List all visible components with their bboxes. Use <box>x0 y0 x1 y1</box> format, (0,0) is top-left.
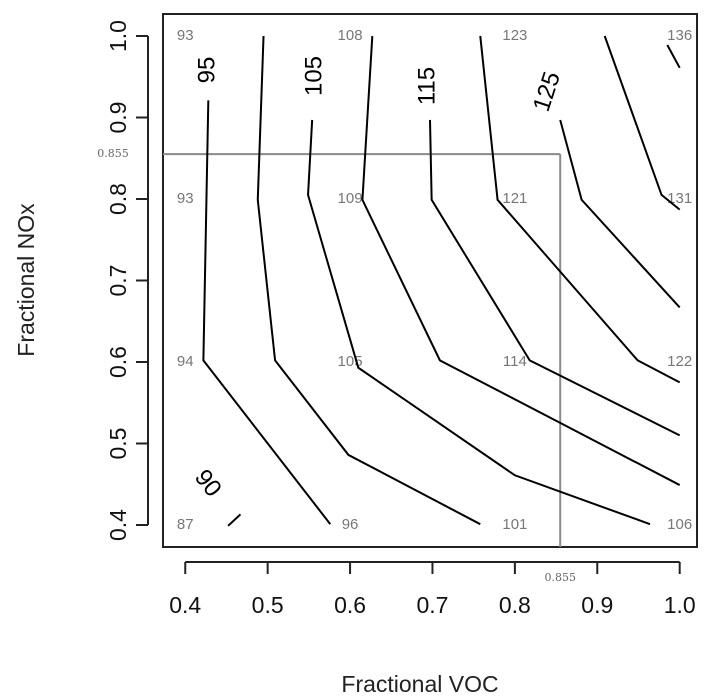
contour-line <box>361 35 681 486</box>
grid-value: 96 <box>342 516 359 533</box>
plot-frame <box>162 13 698 548</box>
x-tick-label: 0.6 <box>334 592 366 618</box>
grid-value: 93 <box>177 27 194 44</box>
grid-value: 122 <box>667 353 692 370</box>
grid-value: 123 <box>502 27 527 44</box>
grid-value: 109 <box>338 190 363 207</box>
grid-value: 121 <box>502 190 527 207</box>
contour-label: 125 <box>528 68 566 114</box>
y-tick-label: 0.6 <box>105 346 131 378</box>
x-tick-label: 0.7 <box>416 592 448 618</box>
contour-label: 105 <box>300 56 327 96</box>
y-tick-label: 0.9 <box>105 102 131 134</box>
grid-value: 105 <box>338 353 363 370</box>
y-tick-label: 0.7 <box>105 265 131 297</box>
grid-value: 114 <box>503 353 527 370</box>
grid-value: 106 <box>667 516 692 533</box>
x-tick-label: 0.9 <box>581 592 613 618</box>
x-tick-label: 0.5 <box>252 592 284 618</box>
y-axis-label: Fractional NOx <box>13 203 39 357</box>
reference-x-label: 0.855 <box>544 571 576 584</box>
x-tick-label: 0.8 <box>499 592 531 618</box>
grid-value: 131 <box>667 190 692 207</box>
grid-value: 87 <box>177 516 194 533</box>
contour-label: 95 <box>193 57 220 84</box>
grid-value: 136 <box>667 27 692 44</box>
contour-line <box>429 119 681 437</box>
contour-line <box>559 119 681 309</box>
y-tick-label: 0.5 <box>105 428 131 460</box>
grid-value: 94 <box>177 353 194 370</box>
x-tick-label: 0.4 <box>169 592 201 618</box>
x-tick-label: 1.0 <box>664 592 696 618</box>
grid-value: 101 <box>502 516 527 533</box>
y-tick-label: 0.8 <box>105 183 131 215</box>
contour-label: 90 <box>189 464 227 502</box>
contour-line <box>603 35 681 211</box>
contour-line <box>666 44 681 69</box>
contour-line <box>256 35 481 526</box>
grid-value: 108 <box>338 27 363 44</box>
contour-line <box>479 35 681 384</box>
y-tick-label: 0.4 <box>105 509 131 541</box>
contour-line <box>202 100 332 525</box>
y-tick-label: 1.0 <box>105 20 131 52</box>
contour-label: 115 <box>413 67 440 105</box>
x-axis-label: Fractional VOC <box>341 671 498 697</box>
grid-value: 93 <box>177 190 194 207</box>
contour-line <box>227 513 242 527</box>
contour-line <box>307 119 651 526</box>
reference-y-label: 0.855 <box>97 147 129 160</box>
